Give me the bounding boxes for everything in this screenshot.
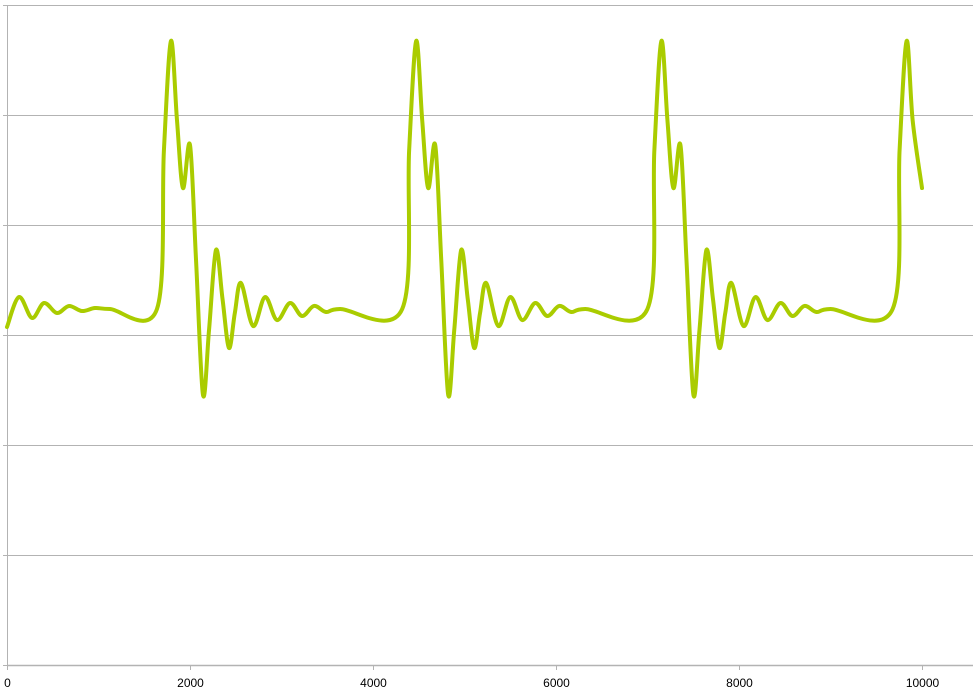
x-tick-label: 6000 bbox=[543, 676, 570, 690]
x-tick-label: 4000 bbox=[360, 676, 387, 690]
x-tick-label: 0 bbox=[4, 676, 11, 690]
series-line bbox=[5, 38, 924, 399]
x-tick-label: 2000 bbox=[177, 676, 204, 690]
x-tick-label: 10000 bbox=[906, 676, 940, 690]
x-tick-label: 8000 bbox=[726, 676, 753, 690]
axes bbox=[3, 5, 973, 670]
gridlines bbox=[7, 5, 973, 666]
x-tick-labels: 0 2000 4000 6000 8000 10000 bbox=[4, 676, 939, 690]
